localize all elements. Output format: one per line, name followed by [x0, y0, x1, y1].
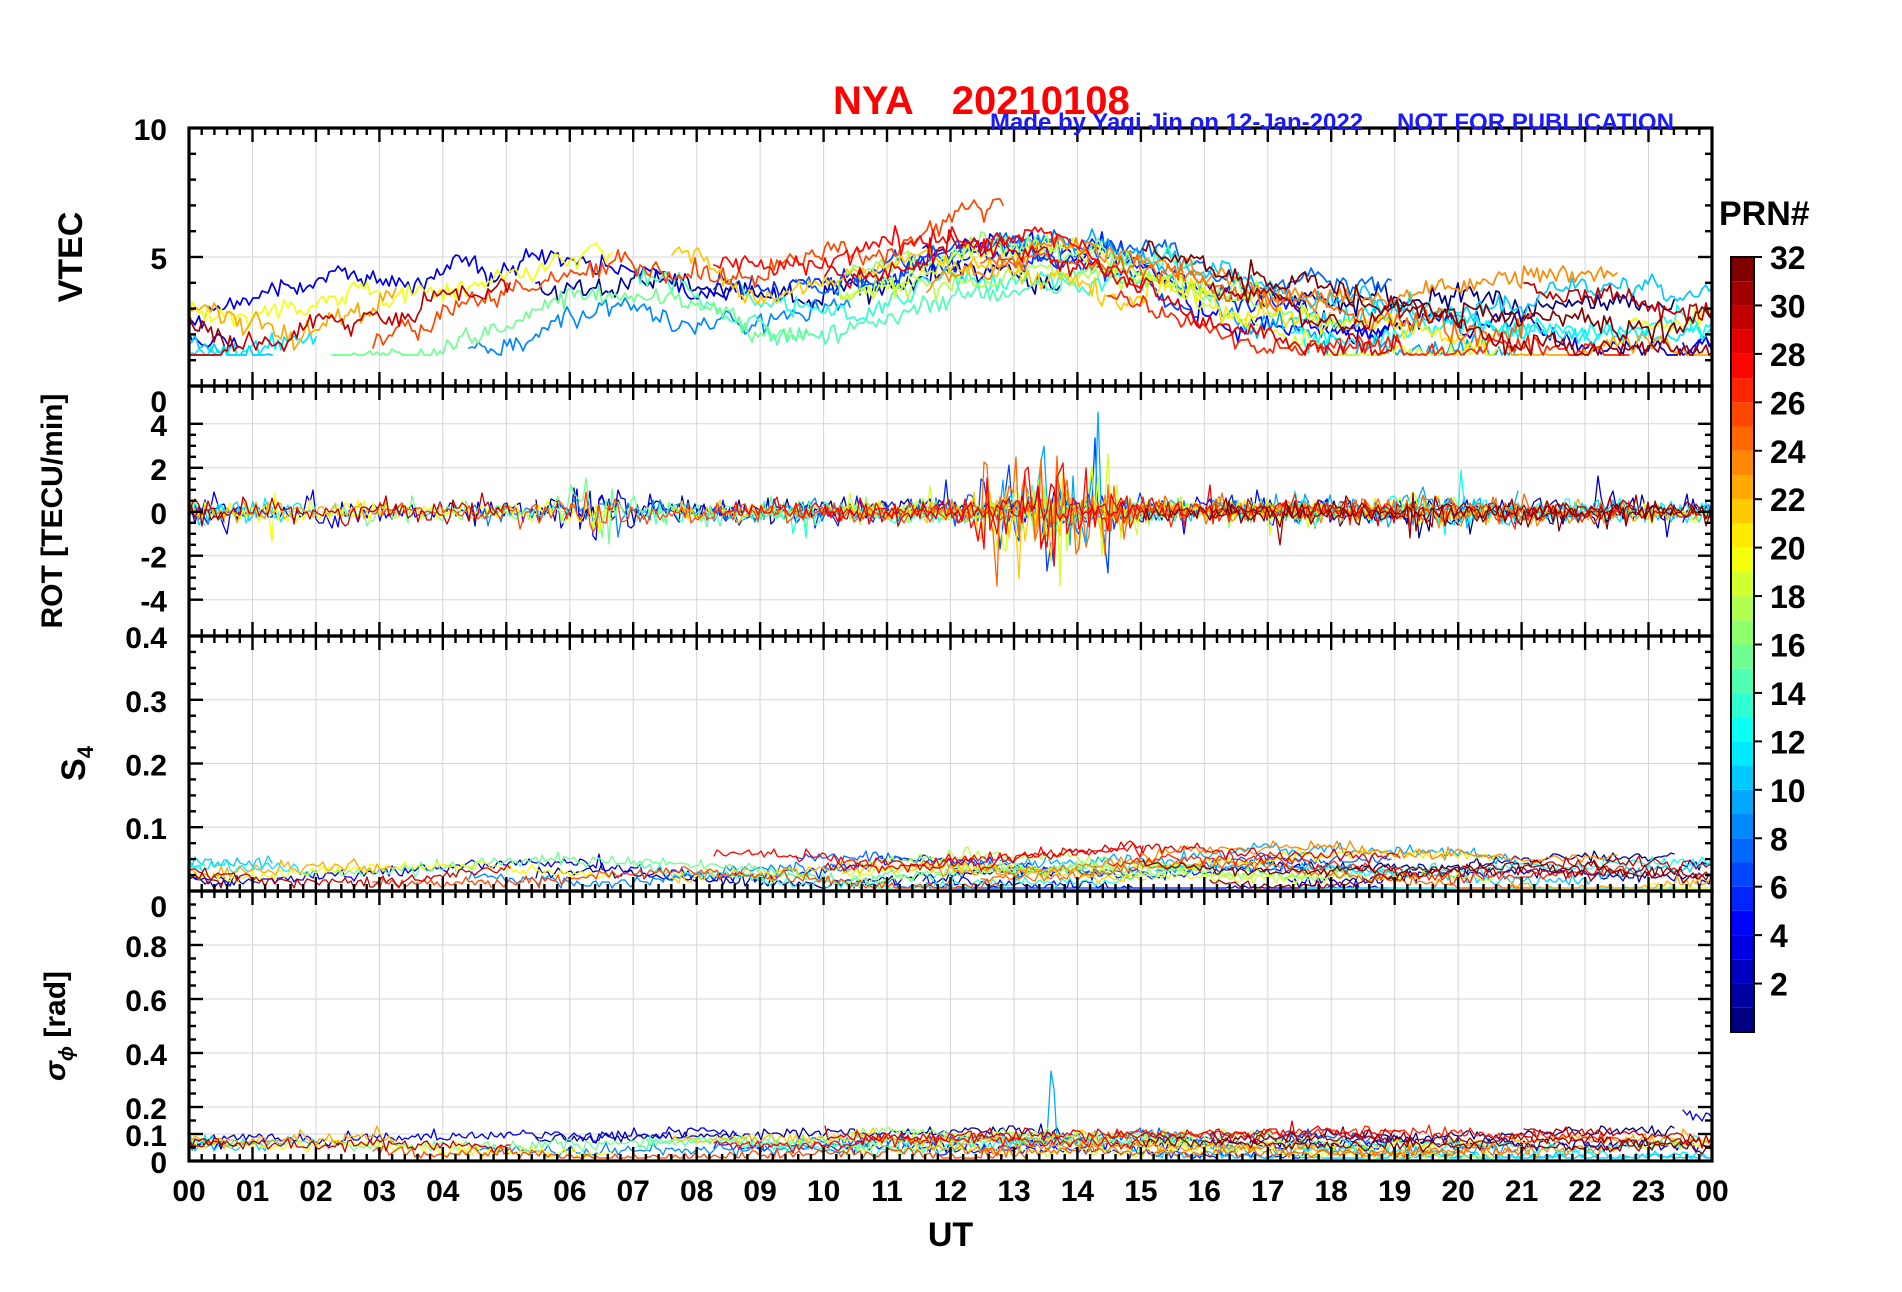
svg-text:20: 20: [1442, 1175, 1475, 1208]
svg-text:17: 17: [1251, 1175, 1284, 1208]
svg-text:5: 5: [150, 243, 167, 276]
svg-text:Made by Yaqi Jin on 12-Jan-202: Made by Yaqi Jin on 12-Jan-2022 NOT FOR P…: [990, 109, 1674, 136]
svg-text:00: 00: [172, 1175, 205, 1208]
svg-text:-4: -4: [140, 586, 167, 619]
svg-text:12: 12: [934, 1175, 967, 1208]
svg-text:8: 8: [1770, 821, 1788, 857]
svg-text:24: 24: [1770, 434, 1806, 470]
svg-text:18: 18: [1315, 1175, 1348, 1208]
svg-text:05: 05: [490, 1175, 523, 1208]
svg-text:10: 10: [1770, 773, 1806, 809]
svg-text:0.2: 0.2: [125, 750, 167, 783]
svg-text:09: 09: [743, 1175, 776, 1208]
svg-text:-2: -2: [140, 542, 167, 575]
svg-text:21: 21: [1505, 1175, 1538, 1208]
svg-text:30: 30: [1770, 288, 1806, 324]
svg-text:10: 10: [807, 1175, 840, 1208]
svg-text:10: 10: [134, 114, 167, 147]
svg-text:14: 14: [1770, 676, 1806, 712]
svg-text:02: 02: [299, 1175, 332, 1208]
svg-text:00: 00: [1695, 1175, 1728, 1208]
svg-text:01: 01: [236, 1175, 269, 1208]
svg-text:VTEC: VTEC: [52, 212, 90, 303]
svg-text:UT: UT: [928, 1216, 974, 1254]
svg-text:0.8: 0.8: [125, 931, 167, 964]
svg-text:20: 20: [1770, 531, 1806, 567]
svg-text:0.4: 0.4: [125, 622, 167, 655]
svg-text:14: 14: [1061, 1175, 1095, 1208]
svg-text:06: 06: [553, 1175, 586, 1208]
svg-text:32: 32: [1770, 240, 1806, 276]
svg-text:19: 19: [1378, 1175, 1411, 1208]
svg-text:2: 2: [150, 454, 167, 487]
svg-text:0: 0: [150, 498, 167, 531]
svg-text:16: 16: [1770, 628, 1806, 664]
svg-text:11: 11: [871, 1175, 903, 1208]
svg-text:18: 18: [1770, 579, 1806, 615]
svg-text:0.1: 0.1: [125, 813, 167, 846]
svg-text:PRN#: PRN#: [1719, 195, 1810, 233]
svg-text:0.4: 0.4: [125, 1039, 167, 1072]
svg-text:0.2: 0.2: [125, 1093, 167, 1126]
svg-text:2: 2: [1770, 967, 1788, 1003]
svg-text:15: 15: [1124, 1175, 1157, 1208]
svg-text:0.6: 0.6: [125, 985, 167, 1018]
svg-text:07: 07: [617, 1175, 650, 1208]
svg-text:04: 04: [426, 1175, 460, 1208]
svg-text:ROT [TECU/min]: ROT [TECU/min]: [36, 394, 69, 629]
svg-text:0.3: 0.3: [125, 686, 167, 719]
svg-text:13: 13: [997, 1175, 1030, 1208]
svg-text:26: 26: [1770, 385, 1806, 421]
svg-text:08: 08: [680, 1175, 713, 1208]
svg-text:22: 22: [1770, 482, 1806, 518]
svg-text:6: 6: [1770, 870, 1788, 906]
svg-text:16: 16: [1188, 1175, 1221, 1208]
svg-text:22: 22: [1568, 1175, 1601, 1208]
svg-text:0: 0: [150, 891, 167, 924]
svg-text:23: 23: [1632, 1175, 1665, 1208]
svg-text:03: 03: [363, 1175, 396, 1208]
svg-text:12: 12: [1770, 724, 1806, 760]
svg-text:28: 28: [1770, 337, 1806, 373]
svg-text:4: 4: [150, 410, 167, 443]
svg-text:4: 4: [1770, 918, 1788, 954]
